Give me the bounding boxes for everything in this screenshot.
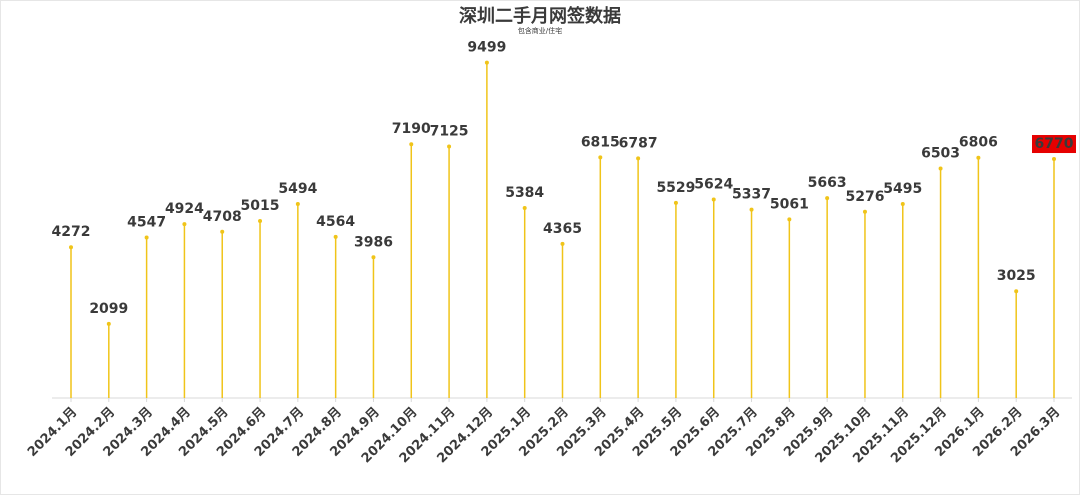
dot	[711, 197, 716, 202]
value-label: 6503	[921, 145, 960, 161]
value-label: 6787	[619, 135, 658, 151]
value-label: 4564	[316, 214, 355, 230]
dot	[1052, 157, 1056, 162]
dot	[333, 234, 338, 239]
dot	[825, 196, 830, 201]
dot	[106, 321, 111, 326]
dot	[295, 202, 300, 207]
value-label: 4547	[127, 214, 166, 230]
dot	[938, 166, 943, 171]
value-label: 5015	[241, 198, 280, 214]
value-label: 5663	[808, 175, 847, 191]
dot	[182, 222, 187, 227]
value-label: 5337	[732, 187, 771, 203]
dot	[976, 155, 981, 160]
dot	[69, 245, 73, 250]
value-label: 2099	[89, 301, 128, 317]
value-label: 5384	[505, 185, 544, 201]
chart-subtitle: 包含商业/住宅	[518, 26, 562, 35]
dot	[636, 156, 641, 161]
value-label: 5624	[694, 176, 733, 192]
dot	[144, 235, 149, 240]
value-label: 5495	[883, 181, 922, 197]
value-label: 6770	[1035, 136, 1074, 152]
value-label: 3025	[997, 268, 1036, 284]
dot	[409, 142, 414, 147]
value-label: 7190	[392, 121, 431, 137]
value-label: 5494	[278, 181, 317, 197]
dot	[484, 60, 489, 65]
dot	[900, 202, 905, 207]
value-label: 6815	[581, 134, 620, 150]
dot	[862, 209, 867, 214]
dot	[522, 205, 527, 210]
value-label: 4708	[203, 209, 242, 225]
dot	[220, 229, 225, 234]
value-label: 4924	[165, 201, 204, 217]
highlight-box	[1032, 135, 1076, 154]
value-label: 5276	[845, 189, 884, 205]
value-label: 3986	[354, 234, 393, 250]
dot	[371, 255, 376, 260]
value-label: 4272	[52, 224, 91, 240]
value-label: 4365	[543, 221, 582, 237]
value-label: 7125	[430, 123, 469, 139]
value-label: 5061	[770, 196, 809, 212]
value-label: 5529	[656, 180, 695, 196]
dot	[673, 200, 678, 205]
dot	[258, 218, 263, 223]
value-label: 9499	[467, 40, 506, 56]
dot	[447, 144, 452, 149]
dot	[787, 217, 792, 222]
dot	[1014, 289, 1019, 294]
value-label: 6806	[959, 135, 998, 151]
dot	[598, 155, 603, 160]
dot	[749, 207, 754, 212]
chart-title: 深圳二手月网签数据	[459, 5, 621, 27]
dot	[560, 241, 565, 246]
